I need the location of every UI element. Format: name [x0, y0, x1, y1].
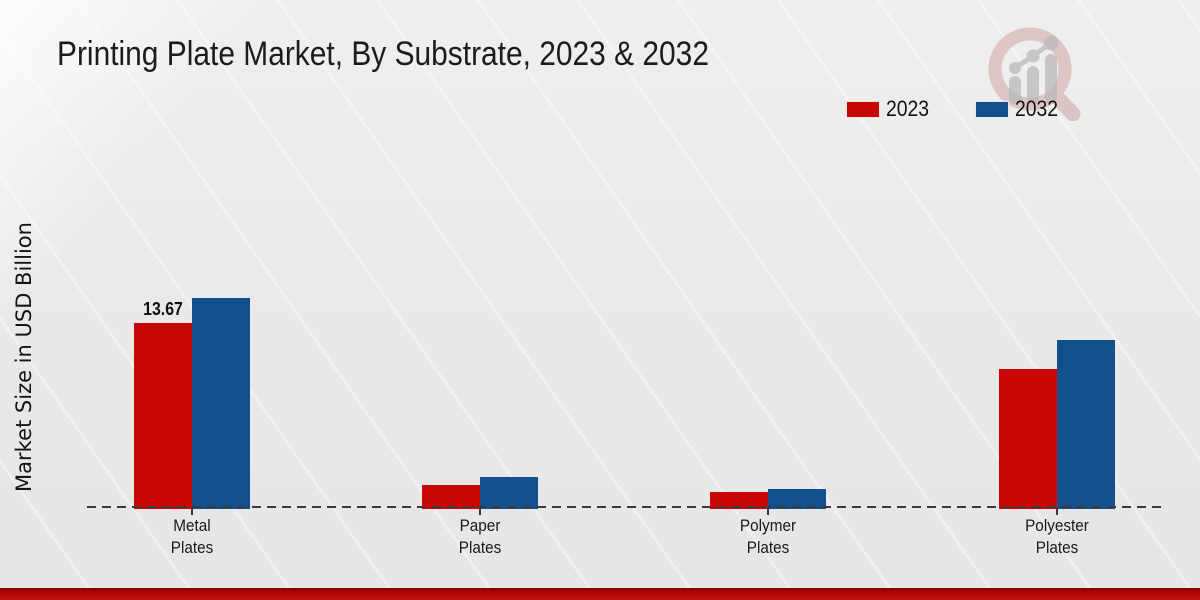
- legend-label-2032: 2032: [1014, 96, 1059, 121]
- x-axis-tick-metal-plates: [191, 509, 193, 515]
- category-label-polymer-plates: Polymer Plates: [739, 516, 797, 557]
- legend-item-2032: 2032: [974, 96, 1064, 122]
- bar-2032-polymer-plates: [768, 489, 826, 509]
- legend-label-2023: 2023: [886, 96, 930, 121]
- magnifier-growth-chart-watermark-icon: [988, 27, 1081, 121]
- bar-value-label-2023-metal-plates: 13.67: [143, 299, 183, 319]
- legend-swatch-2032: [974, 100, 1009, 118]
- legend-swatch-2023: [846, 100, 880, 118]
- x-axis-tick-paper-plates: [479, 509, 481, 515]
- x-axis-tick-polymer-plates: [767, 509, 769, 515]
- bar-2023-metal-plates: [134, 323, 192, 509]
- category-label-paper-plates: Paper Plates: [458, 516, 502, 557]
- bar-2032-polyester-plates: [1057, 340, 1115, 509]
- bar-2023-polymer-plates: [710, 492, 768, 509]
- bar-2023-polyester-plates: [999, 369, 1057, 509]
- chart-title: Printing Plate Market, By Substrate, 202…: [57, 35, 709, 73]
- legend-item-2023: 2023: [846, 96, 935, 122]
- x-axis-baseline: [87, 506, 1163, 508]
- x-axis-tick-polyester-plates: [1056, 509, 1058, 515]
- footer-bar: [0, 588, 1200, 600]
- category-label-metal-plates: Metal Plates: [170, 516, 214, 557]
- category-label-polyester-plates: Polyester Plates: [1025, 516, 1089, 557]
- bar-2023-paper-plates: [422, 485, 480, 509]
- legend: 2023 2032: [846, 96, 1064, 122]
- bar-2032-metal-plates: [192, 298, 250, 509]
- bar-2032-paper-plates: [480, 477, 538, 509]
